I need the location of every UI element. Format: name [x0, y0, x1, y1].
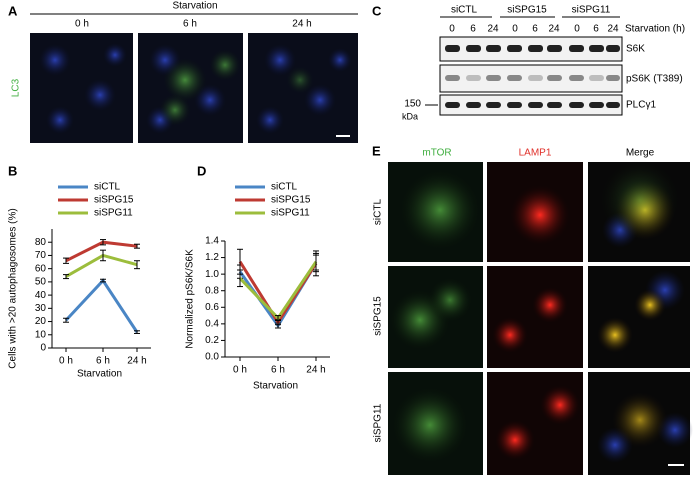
- y-tick-label: 0.4: [205, 318, 219, 329]
- row-label: siCTL: [373, 199, 384, 226]
- blot-label: pS6K (T389): [626, 74, 683, 85]
- y-tick-label: 20: [35, 316, 47, 327]
- y-tick-label: 0.6: [205, 302, 219, 313]
- lane-label: 24: [607, 24, 619, 35]
- y-axis-label: Normalized pS6K/S6K: [185, 249, 196, 349]
- lane-label: 0: [512, 24, 518, 35]
- western-blot: siCTL siSPG15 siSPG11 0 6 24 0 6 24 0 6 …: [402, 5, 685, 122]
- x-tick-label: 6 h: [271, 365, 285, 376]
- group-label: siCTL: [451, 5, 478, 16]
- column-label: 6 h: [183, 19, 197, 30]
- panel-label: A: [8, 3, 18, 18]
- y-tick-label: 30: [35, 303, 47, 314]
- lane-label: 0: [574, 24, 580, 35]
- series-line: [65, 253, 138, 278]
- y-axis-label: Cells with >20 autophagosomes (%): [8, 208, 19, 368]
- micrograph-row: [30, 33, 358, 143]
- lane-label: 24: [487, 24, 499, 35]
- x-tick-label: 24 h: [306, 365, 325, 376]
- blot-label: PLCγ1: [626, 100, 656, 111]
- y-tick-label: 1.2: [205, 252, 219, 263]
- column-label: mTOR: [422, 148, 451, 159]
- y-tick-label: 0: [40, 343, 46, 354]
- marker-unit: kDa: [402, 111, 418, 121]
- legend-label: siCTL: [271, 182, 298, 193]
- y-tick-label: 40: [35, 290, 47, 301]
- y-tick-label: 1.0: [205, 269, 219, 280]
- legend-label: siSPG15: [271, 195, 311, 206]
- x-tick-label: 0 h: [59, 356, 73, 367]
- row-label: siSPG11: [373, 403, 384, 442]
- lane-label: 6: [593, 24, 599, 35]
- panel-label: E: [372, 143, 381, 158]
- y-tick-label: 0.8: [205, 285, 219, 296]
- x-axis-label: Starvation: [253, 381, 298, 392]
- x-tick-label: 24 h: [127, 356, 146, 367]
- y-tick-label: 50: [35, 277, 47, 288]
- panel-label: D: [197, 163, 206, 178]
- row-label: siSPG15: [373, 296, 384, 336]
- y-tick-label: 70: [35, 250, 47, 261]
- y-tick-label: 10: [35, 329, 47, 340]
- lane-label: 6: [470, 24, 476, 35]
- axis-label: Starvation (h): [625, 24, 685, 35]
- column-label: 24 h: [292, 19, 311, 30]
- column-label: 0 h: [75, 19, 89, 30]
- y-tick-label: 0.0: [205, 352, 219, 363]
- legend-label: siSPG15: [94, 195, 134, 206]
- series-line: [238, 260, 318, 321]
- panel-label: B: [8, 163, 17, 178]
- column-label: Merge: [626, 148, 655, 159]
- row-label: LC3: [11, 78, 22, 97]
- lane-label: 0: [449, 24, 455, 35]
- group-label: siSPG11: [572, 5, 611, 16]
- header: Starvation: [172, 1, 217, 12]
- marker-label: 150: [404, 99, 421, 110]
- x-axis-label: Starvation: [77, 369, 122, 380]
- y-tick-label: 60: [35, 263, 47, 274]
- y-tick-label: 0.2: [205, 335, 219, 346]
- lane-label: 6: [532, 24, 538, 35]
- legend-label: siCTL: [94, 182, 121, 193]
- legend-label: siSPG11: [271, 208, 310, 219]
- legend-label: siSPG11: [94, 208, 133, 219]
- y-tick-label: 1.4: [205, 236, 219, 247]
- micrograph-grid: [388, 160, 693, 475]
- group-label: siSPG15: [507, 5, 547, 16]
- x-tick-label: 0 h: [233, 365, 247, 376]
- lane-label: 24: [548, 24, 560, 35]
- x-tick-label: 6 h: [96, 356, 110, 367]
- panel-label: C: [372, 3, 382, 18]
- column-label: LAMP1: [519, 148, 552, 159]
- blot-label: S6K: [626, 44, 645, 55]
- series-line: [64, 278, 139, 333]
- y-tick-label: 80: [35, 237, 47, 248]
